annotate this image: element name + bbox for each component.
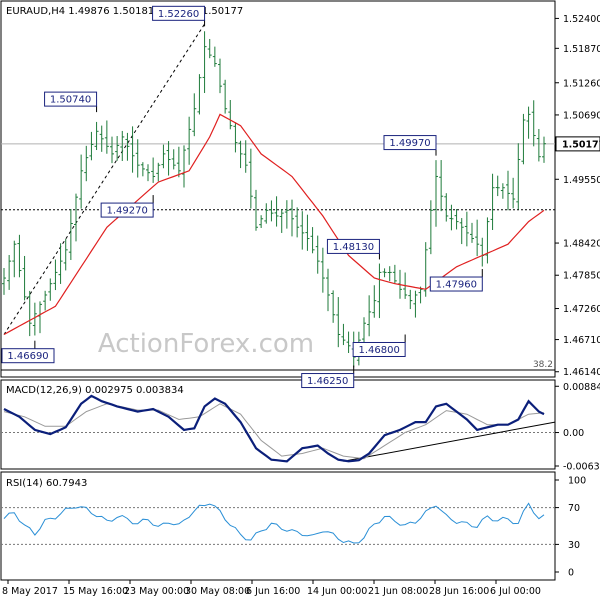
price-header: EURAUD,H4 1.49876 1.50181 1.49773 1.5017…	[6, 6, 243, 17]
macd-panel-frame	[0, 379, 556, 470]
rsi-y-tick-label: 30	[568, 540, 580, 551]
annotation-label: 1.48130	[333, 242, 374, 253]
price-y-tick-label: 1.46140	[563, 367, 600, 378]
macd-signal-line	[3, 403, 545, 460]
rsi-y-tick-label: 0	[568, 568, 574, 579]
price-y-tick-label: 1.51260	[563, 78, 600, 89]
fib-label: 38.2	[533, 360, 553, 370]
x-tick-label: 30 May 08:00	[185, 586, 250, 597]
price-y-tick-label: 1.51870	[563, 44, 600, 55]
rsi-y-tick-label: 70	[568, 503, 580, 514]
annotation-box	[100, 202, 154, 218]
macd-trendline	[343, 421, 556, 462]
rsi-line	[3, 502, 545, 544]
annotation-box	[429, 276, 483, 292]
annotation-label: 1.49970	[389, 138, 430, 149]
annotation-box	[383, 135, 437, 151]
macd-main-line	[3, 394, 545, 463]
dashed-trendline	[3, 23, 205, 335]
macd-label: MACD(12,26,9) 0.002975 0.003834	[6, 385, 184, 396]
macd-y-tick-label: 0.00	[563, 428, 584, 439]
annotation-label: 1.46250	[307, 376, 348, 387]
x-tick-label: 14 Jun 00:00	[307, 586, 367, 597]
x-tick-label: 15 May 16:00	[63, 586, 128, 597]
price-y-tick-label: 1.47260	[563, 304, 600, 315]
watermark: ActionForex.com	[98, 329, 314, 359]
annotation-box	[301, 373, 355, 389]
annotation-box	[152, 5, 206, 21]
annotation-label: 1.46800	[358, 345, 399, 356]
current-price-tag-box	[555, 136, 600, 152]
price-y-tick-label: 1.47850	[563, 271, 600, 282]
macd-y-tick-label: -0.006399	[563, 461, 600, 472]
price-panel-frame	[0, 0, 556, 378]
macd-y-tick-label: 0.008848	[563, 382, 600, 393]
price-y-tick-label: 1.52400	[563, 14, 600, 25]
annotation-box	[44, 91, 98, 107]
annotation-label: 1.49270	[106, 206, 147, 217]
x-tick-label: 6 Jun 16:00	[246, 586, 300, 597]
annotation-label: 1.46690	[7, 351, 48, 362]
x-tick-label: 8 May 2017	[2, 586, 58, 597]
x-tick-label: 21 Jun 08:00	[368, 586, 428, 597]
rsi-label: RSI(14) 60.7943	[6, 478, 87, 489]
annotation-box	[352, 341, 406, 357]
annotation-box	[326, 238, 380, 254]
annotation-label: 1.50740	[50, 95, 91, 106]
x-tick-label: 23 May 00:00	[124, 586, 189, 597]
current-price-tag-label: 1.50177	[562, 139, 600, 150]
price-y-tick-label: 1.48420	[563, 239, 600, 250]
moving-average-line	[3, 113, 545, 336]
price-y-tick-label: 1.50690	[563, 110, 600, 121]
annotation-label: 1.52260	[158, 9, 199, 20]
annotation-box	[1, 348, 55, 364]
x-tick-label: 6 Jul 00:00	[490, 586, 541, 597]
x-tick-label: 28 Jun 16:00	[429, 586, 489, 597]
price-y-tick-label: 1.49550	[563, 175, 600, 186]
rsi-y-tick-label: 100	[568, 476, 586, 487]
annotation-label: 1.47960	[436, 280, 477, 291]
rsi-panel-frame	[0, 471, 556, 581]
price-y-tick-label: 1.46710	[563, 335, 600, 346]
